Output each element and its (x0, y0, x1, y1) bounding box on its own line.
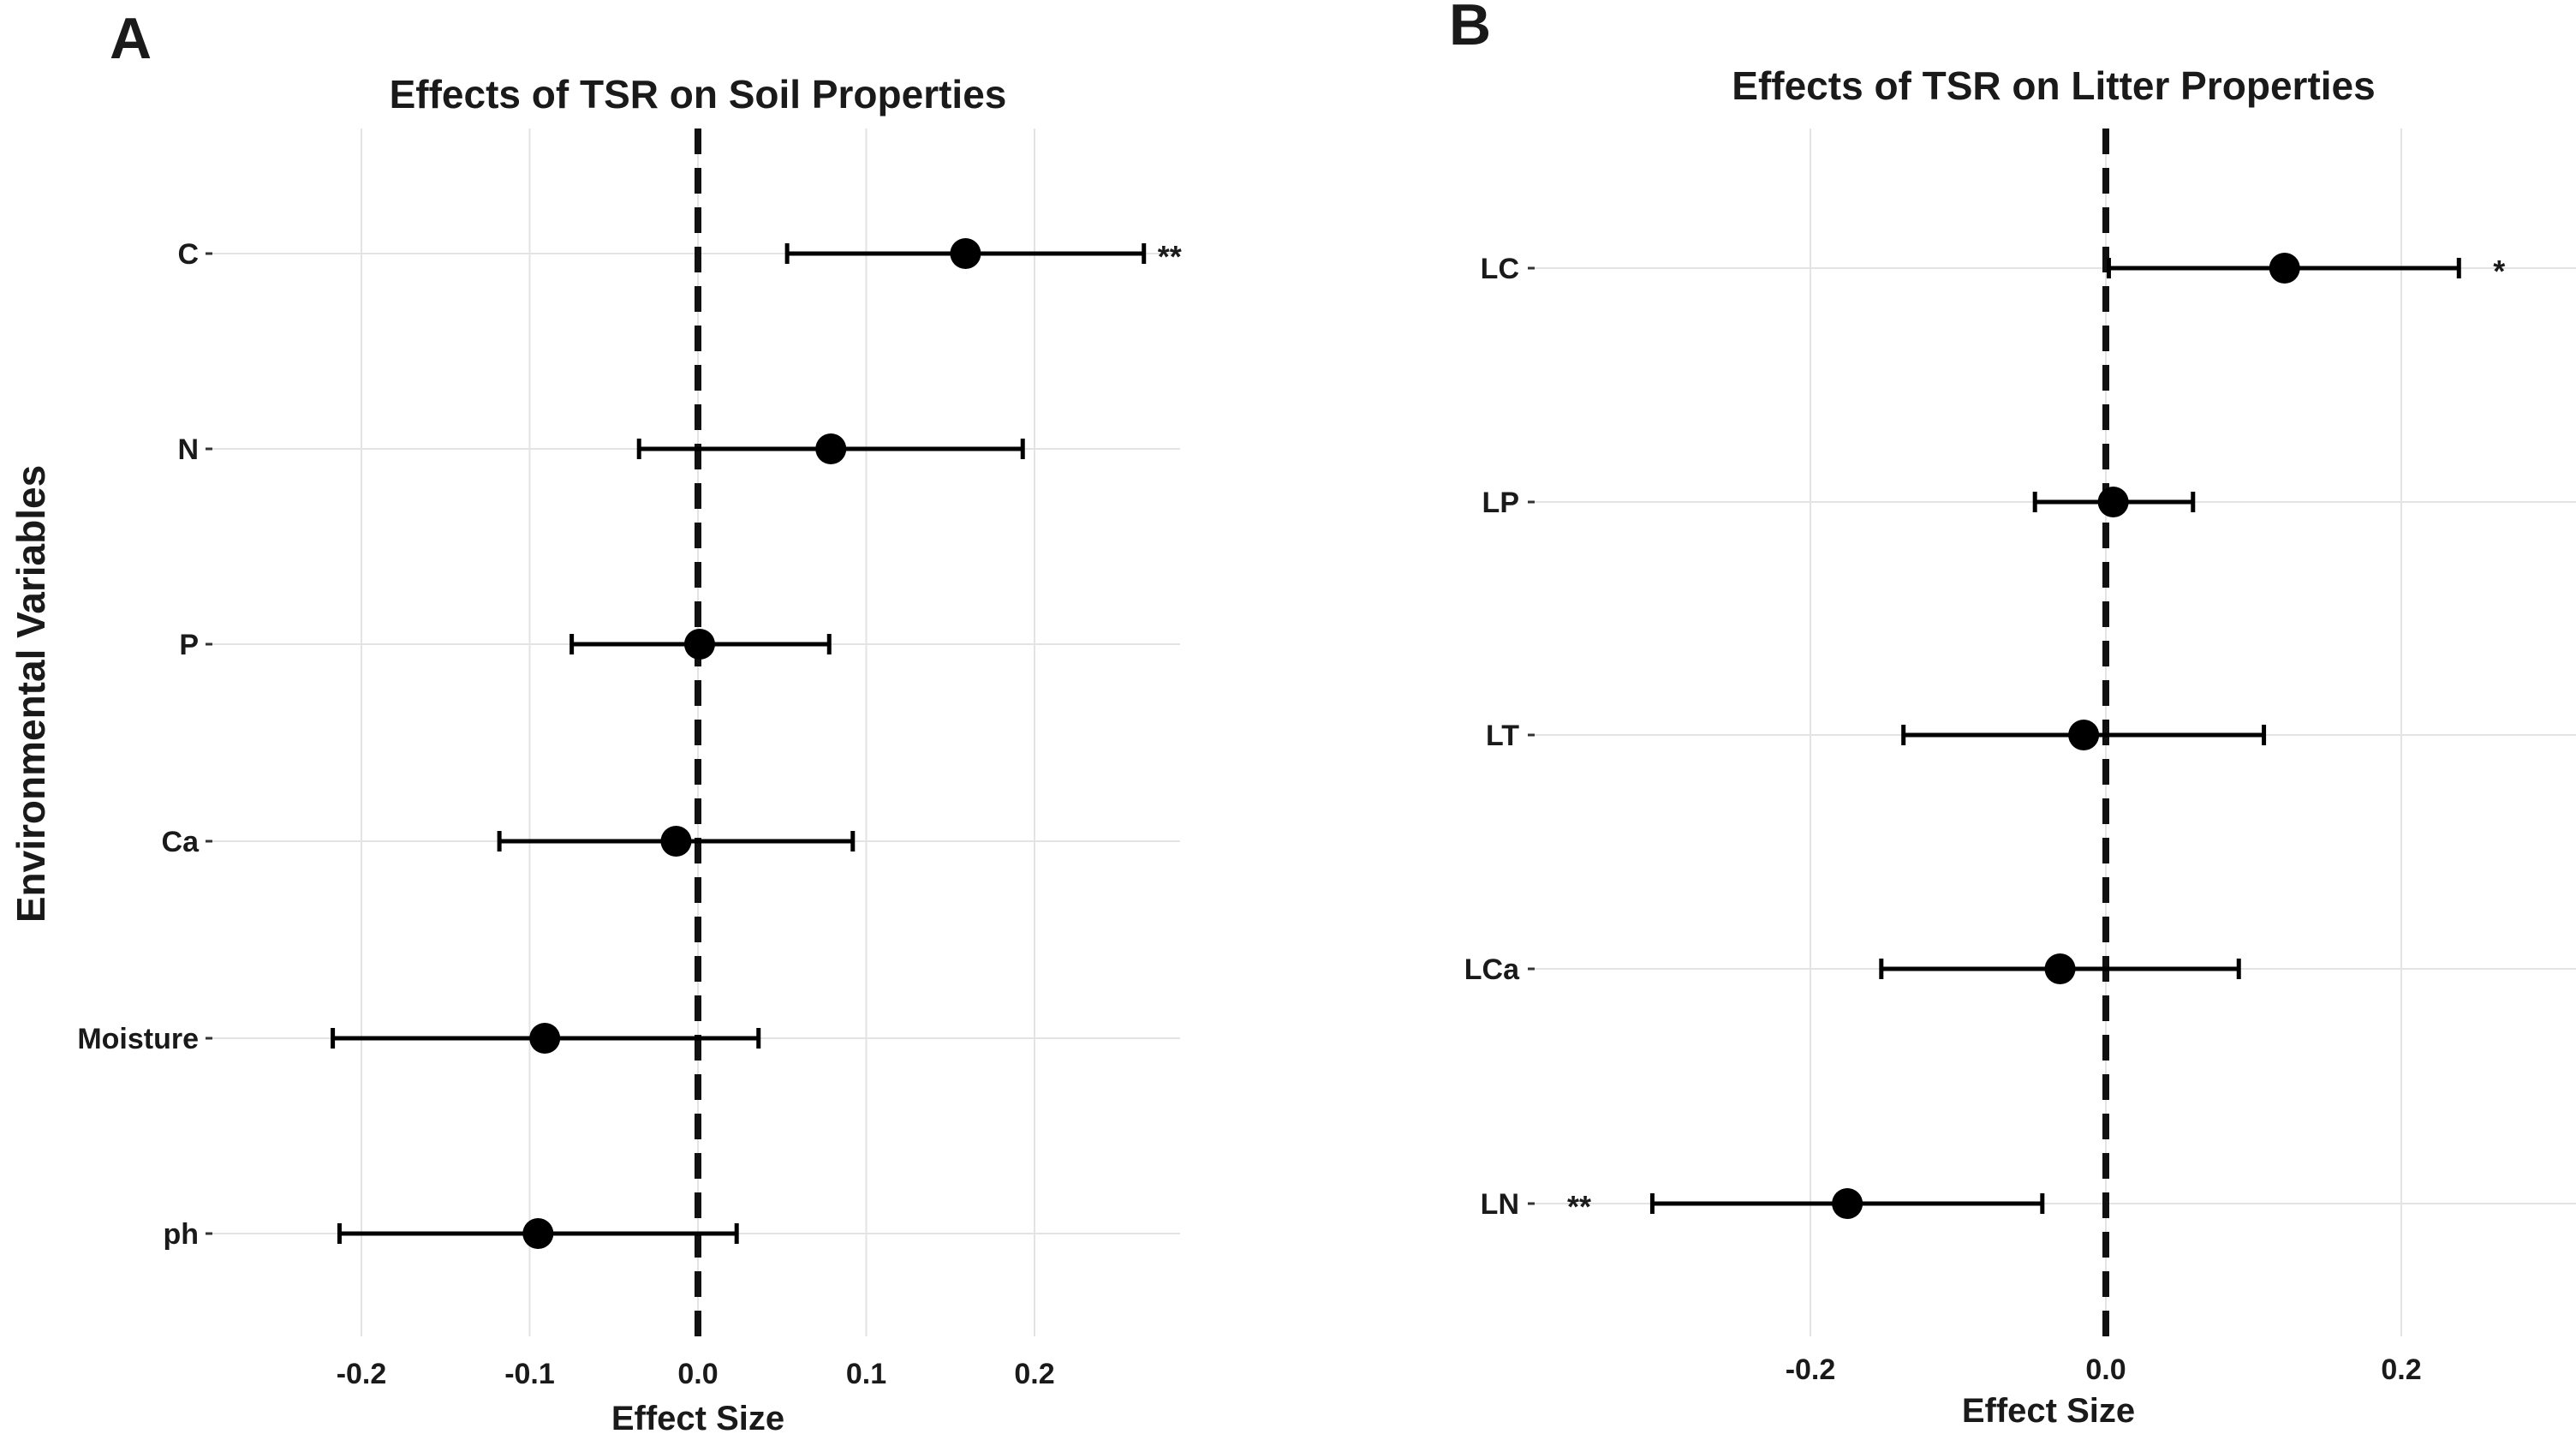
panel-label-b: B (1449, 0, 1491, 57)
y-axis-label: Environmental Variables (9, 465, 53, 923)
panel-b: B Effects of TSR on Litter Properties LC… (1449, 0, 2576, 1430)
x-ticks-a: -0.2 -0.1 0.0 0.1 0.2 (337, 1358, 1055, 1390)
panel-label-a: A (110, 6, 152, 71)
x-tick-label: 0.0 (677, 1358, 718, 1390)
rows-a: C ** N P Ca Moisture ph (77, 238, 1182, 1251)
y-tick-label: LN (1481, 1188, 1519, 1221)
point-estimate (2269, 253, 2300, 284)
y-tick-label: N (177, 433, 199, 466)
significance-label: * (2493, 254, 2505, 289)
point-estimate (660, 826, 692, 857)
y-tick-label: ph (163, 1218, 199, 1251)
panel-a: A Effects of TSR on Soil Properties C ** N… (77, 6, 1181, 1437)
point-estimate (950, 238, 981, 269)
y-tick-label: C (177, 238, 199, 271)
x-ticks-b: -0.2 0.0 0.2 (1786, 1353, 2422, 1386)
significance-label: ** (1158, 239, 1182, 274)
y-tick-label: LT (1486, 720, 1519, 752)
y-tick-label: Moisture (77, 1023, 199, 1055)
y-tick-label: Ca (162, 826, 200, 858)
panel-title-b: Effects of TSR on Litter Properties (1732, 63, 2375, 108)
point-estimate (522, 1218, 554, 1249)
x-axis-label-a: Effect Size (611, 1400, 784, 1437)
x-tick-label: 0.0 (2085, 1353, 2126, 1386)
point-estimate (1832, 1188, 1863, 1219)
y-tick-label: LP (1482, 487, 1519, 519)
point-estimate (2068, 720, 2100, 750)
x-tick-label: 0.1 (846, 1358, 886, 1390)
x-axis-label-b: Effect Size (1962, 1392, 2135, 1430)
point-estimate (683, 629, 715, 660)
significance-label: ** (1567, 1189, 1591, 1224)
x-tick-label: -0.1 (504, 1358, 555, 1390)
x-tick-label: -0.2 (337, 1358, 387, 1390)
x-tick-label: 0.2 (1014, 1358, 1054, 1390)
y-tick-label: LCa (1464, 953, 1520, 986)
point-estimate (2044, 953, 2076, 984)
point-estimate (815, 433, 847, 464)
grid-b (1535, 128, 2576, 1336)
y-tick-label: P (179, 629, 199, 661)
point-estimate (529, 1023, 561, 1054)
point-estimate (2097, 487, 2129, 517)
panel-title-a: Effects of TSR on Soil Properties (390, 72, 1007, 117)
y-tick-label: LC (1481, 253, 1519, 285)
x-tick-label: 0.2 (2381, 1353, 2421, 1386)
rows-b: LC * LP LT LCa LN ** (1464, 253, 2505, 1224)
x-tick-label: -0.2 (1786, 1353, 1836, 1386)
